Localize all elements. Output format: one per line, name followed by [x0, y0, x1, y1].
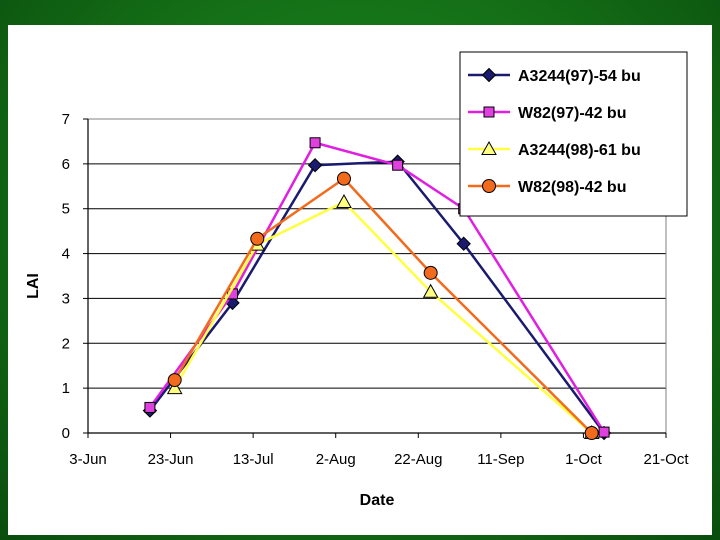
legend-swatch-marker	[483, 106, 495, 118]
data-point	[144, 401, 156, 413]
y-tick-labels: 0 1 2 3 4 5 6 7	[62, 111, 70, 442]
legend-swatch-marker	[481, 67, 497, 83]
legend-swatch-marker	[481, 140, 497, 155]
legend-item: W82(98)-42 bu	[468, 179, 626, 196]
series-line	[173, 177, 593, 434]
y-tick-label: 3	[62, 290, 70, 307]
x-tick-label: 1-Oct	[565, 451, 603, 468]
y-tick-label: 1	[62, 380, 70, 397]
data-point	[307, 157, 323, 173]
legend-box	[459, 51, 688, 217]
y-tick-label: 5	[62, 201, 70, 218]
y-tick-label: 4	[62, 246, 70, 263]
x-tick-label: 2-Aug	[316, 451, 356, 468]
data-point	[166, 380, 183, 395]
chart-panel: 0 1 2 3 4 5 6 7 3-Jun 23-Jun 13-Jul 2-Aug 22-Aug 11-…	[8, 25, 712, 535]
data-point	[456, 236, 471, 251]
data-point	[309, 137, 321, 149]
data-point	[598, 426, 610, 438]
legend-item: A3244(98)-61 bu	[468, 140, 641, 159]
series-group	[142, 137, 612, 441]
series-line	[173, 200, 593, 434]
legend-item: W82(97)-42 bu	[468, 105, 626, 122]
data-point	[336, 171, 351, 186]
axes	[83, 118, 667, 438]
y-tick-label: 0	[62, 425, 70, 442]
y-tick-label: 2	[62, 335, 70, 352]
y-axis-title: LAI	[25, 273, 42, 299]
legend-label: A3244(97)-54 bu	[518, 68, 641, 85]
x-axis-title: Date	[360, 492, 395, 509]
legend-label: A3244(98)-61 bu	[518, 142, 641, 159]
data-point	[250, 231, 265, 246]
x-tick-label: 21-Oct	[643, 451, 689, 468]
data-point	[336, 193, 352, 208]
legend-label: W82(97)-42 bu	[518, 105, 626, 122]
x-tick-label: 13-Jul	[233, 451, 274, 468]
legend-label: W82(98)-42 bu	[518, 179, 626, 196]
legend: A3244(97)-54 bu W82(97)-42 bu A3244(98)-61…	[459, 51, 688, 217]
x-tick-label: 11-Sep	[477, 451, 524, 468]
data-point	[423, 265, 438, 280]
data-point	[167, 373, 182, 388]
x-tick-label: 3-Jun	[69, 451, 107, 468]
data-point	[584, 426, 599, 440]
lai-line-chart: 0 1 2 3 4 5 6 7 3-Jun 23-Jun 13-Jul 2-Aug 22-Aug 11-…	[25, 51, 689, 509]
y-tick-label: 7	[62, 111, 70, 128]
legend-swatch-marker	[482, 179, 496, 193]
data-point	[392, 159, 404, 171]
x-tick-label: 23-Jun	[148, 451, 194, 468]
data-point	[422, 283, 439, 298]
series-4	[167, 171, 599, 440]
x-tick-label: 22-Aug	[394, 451, 442, 468]
series-line	[148, 160, 606, 434]
legend-item: A3244(97)-54 bu	[468, 67, 641, 85]
y-tick-label: 6	[62, 156, 70, 173]
x-tick-labels: 3-Jun 23-Jun 13-Jul 2-Aug 22-Aug 11-Sep 1-Oct 2…	[69, 451, 689, 468]
series-3	[166, 193, 600, 439]
